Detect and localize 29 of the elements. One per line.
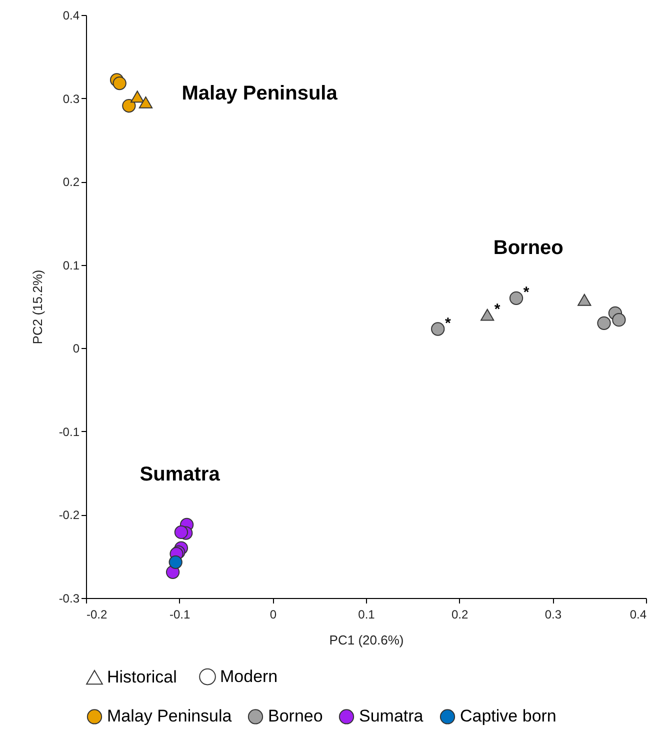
y-tick-label: -0.1: [58, 424, 80, 439]
x-tick-label: 0.1: [358, 608, 376, 622]
y-tick-label: 0.3: [62, 92, 80, 106]
x-tick-label: 0.3: [544, 608, 562, 622]
y-tick-label: 0.2: [62, 175, 80, 190]
legend-label: Historical: [107, 667, 177, 686]
y-tick-label: -0.3: [58, 592, 80, 606]
x-tick-label: -0.2: [86, 608, 108, 622]
y-axis-title: PC2 (15.2%): [30, 270, 45, 344]
annotation: Sumatra: [140, 464, 221, 486]
annotation: Malay Peninsula: [182, 82, 338, 105]
annotation: Borneo: [493, 237, 564, 260]
y-tick-label: 0.1: [62, 258, 80, 272]
annotation: *: [494, 300, 500, 318]
y-tick-label: 0.4: [62, 8, 80, 22]
y-tick-label: -0.2: [58, 508, 80, 522]
x-tick-label: -0.1: [169, 608, 190, 622]
legend-label: Sumatra: [359, 706, 424, 726]
legend-label: Malay Peninsula: [107, 706, 232, 726]
legend-label: Borneo: [268, 706, 323, 726]
annotation: *: [523, 284, 530, 302]
y-tick-label: 0: [72, 342, 80, 356]
legend-label: Modern: [220, 666, 278, 686]
x-tick-label: 0: [270, 608, 277, 622]
x-axis-title: PC1 (20.6%): [329, 632, 404, 648]
annotation: *: [444, 314, 451, 332]
legend-label: Captive born: [460, 706, 556, 726]
x-tick-label: 0.2: [451, 608, 468, 622]
x-tick-label: 0.4: [630, 608, 647, 622]
